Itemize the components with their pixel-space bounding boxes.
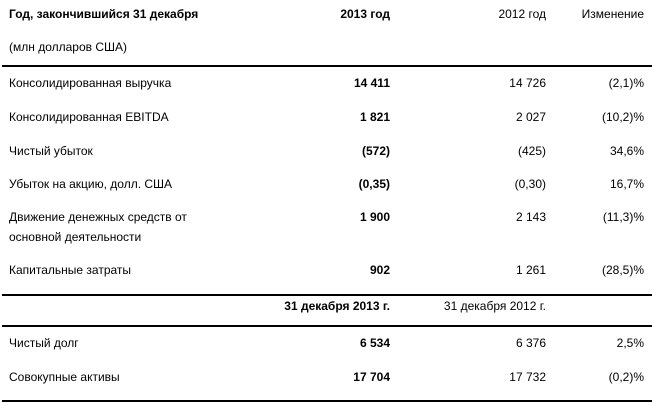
- header-col-2013: 2013 год: [340, 7, 390, 21]
- value-2012: 1 261: [515, 263, 546, 277]
- value-2012: 17 732: [509, 370, 546, 384]
- header-year-label: Год, закончившийся 31 декабря: [9, 7, 199, 21]
- value-2013: 902: [369, 263, 390, 277]
- header-col-2012: 2012 год: [498, 7, 546, 21]
- value-2013: 1 821: [359, 110, 390, 124]
- value-change: (0,2)%: [608, 370, 644, 384]
- row-label: Чистый убыток: [9, 144, 93, 158]
- value-change: (11,3)%: [602, 210, 644, 224]
- value-2012: (425): [517, 144, 546, 158]
- value-2012: (0,30): [514, 177, 546, 191]
- row-label-line2: основной деятельности: [9, 230, 142, 244]
- value-change: 34,6%: [609, 144, 644, 158]
- header-divider: [2, 65, 652, 67]
- value-2013: 1 900: [359, 210, 390, 224]
- value-2013: 6 534: [359, 336, 390, 350]
- subheader-col-2012: 31 декабря 2012 г.: [443, 299, 546, 313]
- subheader-col-2013: 31 декабря 2013 г.: [284, 299, 390, 313]
- value-change: (28,5)%: [601, 263, 644, 277]
- row-label: Движение денежных средств от: [9, 210, 187, 224]
- value-2012: 2 027: [515, 110, 546, 124]
- row-label: Консолидированная EBITDA: [9, 110, 169, 124]
- value-change: (2,1)%: [608, 76, 644, 90]
- row-label: Капитальные затраты: [9, 263, 132, 277]
- subheader-divider: [2, 325, 652, 327]
- row-label: Консолидированная выручка: [9, 76, 172, 90]
- value-change: 16,7%: [609, 177, 644, 191]
- section-divider: [2, 294, 652, 296]
- value-2013: (572): [361, 144, 390, 158]
- value-2012: 14 726: [509, 76, 546, 90]
- row-label: Совокупные активы: [9, 370, 120, 384]
- value-change: 2,5%: [616, 336, 644, 350]
- value-2013: 17 704: [353, 370, 390, 384]
- row-label: Чистый долг: [9, 336, 79, 350]
- value-2012: 2 143: [515, 210, 546, 224]
- value-2012: 6 376: [515, 336, 546, 350]
- header-col-change: Изменение: [581, 7, 644, 21]
- value-2013: 14 411: [353, 76, 390, 90]
- row-label: Убыток на акцию, долл. США: [9, 177, 173, 191]
- header-units: (млн долларов США): [9, 40, 128, 54]
- table-bottom-divider: [2, 400, 652, 402]
- value-2013: (0,35): [358, 177, 390, 191]
- value-change: (10,2)%: [601, 110, 644, 124]
